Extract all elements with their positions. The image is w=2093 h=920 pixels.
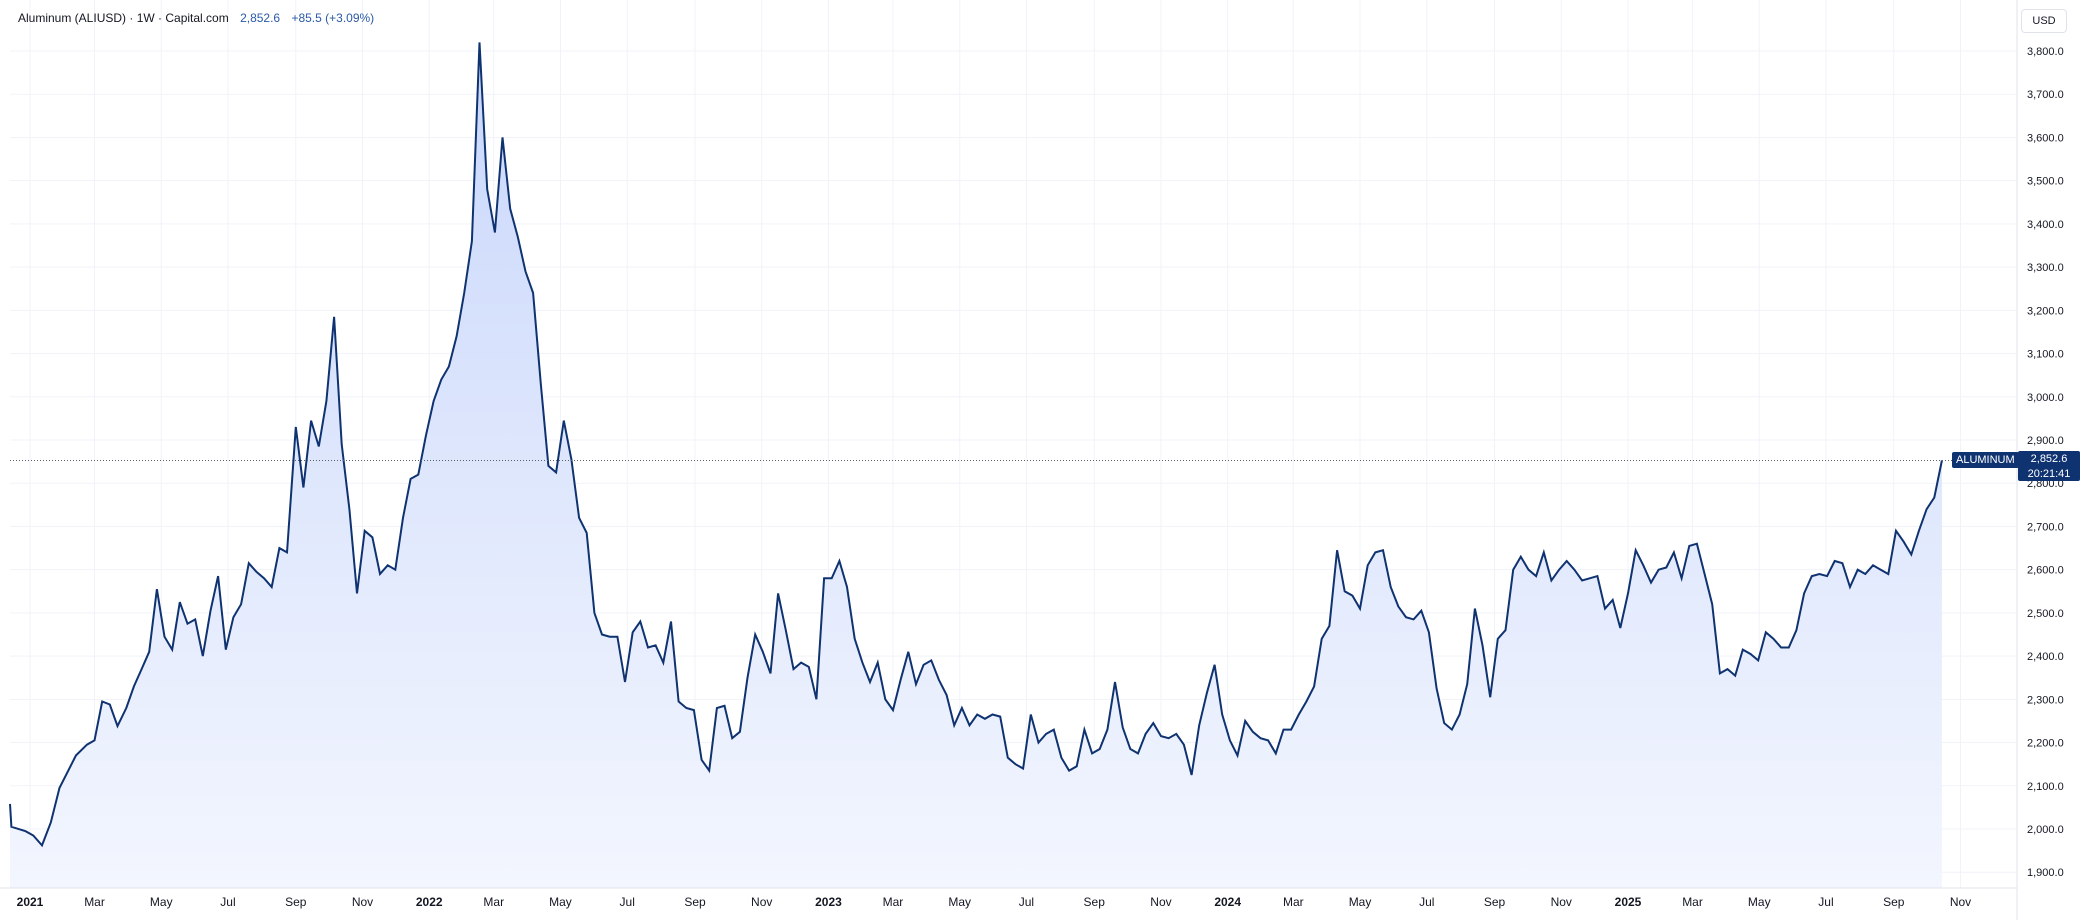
price-tick-label: 3,800.0 <box>2027 46 2064 58</box>
time-tick-month: Mar <box>1682 895 1703 909</box>
price-tick-label: 2,300.0 <box>2027 694 2064 706</box>
price-tick-label: 2,600.0 <box>2027 565 2064 577</box>
time-tick-month: Sep <box>1084 895 1106 909</box>
time-tick-month: May <box>1349 895 1372 909</box>
time-tick-month: Jul <box>1419 895 1434 909</box>
price-tick-label: 3,100.0 <box>2027 349 2064 361</box>
symbol-tag: ALUMINUM <box>1952 452 2019 469</box>
last-price-label: 2,852.6 <box>2030 453 2068 466</box>
time-tick-month: Sep <box>285 895 307 909</box>
time-tick-month: Mar <box>1283 895 1304 909</box>
time-tick-month: Mar <box>883 895 904 909</box>
price-tick-label: 3,200.0 <box>2027 305 2064 317</box>
price-line <box>9 42 1943 848</box>
change-value: +85.5 (+3.09%) <box>291 11 375 25</box>
time-tick-year: 2025 <box>1615 895 1642 909</box>
price-tick-label: 2,800.0 <box>2027 478 2064 490</box>
time-tick-month: Sep <box>684 895 706 909</box>
time-tick-month: Mar <box>84 895 105 909</box>
time-tick-month: Nov <box>751 895 772 909</box>
time-tick-month: May <box>549 895 572 909</box>
price-tick-label: 1,900.0 <box>2027 867 2064 879</box>
time-tick-month: May <box>150 895 173 909</box>
time-tick-month: May <box>1748 895 1771 909</box>
time-tick-month: Jul <box>220 895 235 909</box>
time-tick-month: Jul <box>1019 895 1034 909</box>
price-tick-label: 3,500.0 <box>2027 176 2064 188</box>
price-tick-label: 2,400.0 <box>2027 651 2064 663</box>
price-tick-label: 3,000.0 <box>2027 392 2064 404</box>
time-tick-month: May <box>948 895 971 909</box>
time-tick-month: Nov <box>1950 895 1971 909</box>
price-tick-label: 2,900.0 <box>2027 435 2064 447</box>
bar-countdown: 20:21:41 <box>2027 468 2071 481</box>
price-axis[interactable]: 1,900.0 2,000.0 2,100.0 2,200.0 2,300.0 2,400… <box>2027 46 2064 879</box>
price-tick-label: 3,700.0 <box>2027 89 2064 101</box>
price-tick-label: 2,100.0 <box>2027 781 2064 793</box>
last-value: 2,852.6 <box>240 11 281 25</box>
price-tick-label: 3,400.0 <box>2027 219 2064 231</box>
time-tick-month: Sep <box>1883 895 1905 909</box>
price-tick-label: 2,500.0 <box>2027 608 2064 620</box>
price-tick-label: 2,000.0 <box>2027 824 2064 836</box>
time-tick-year: 2024 <box>1214 895 1241 909</box>
time-tick-month: Sep <box>1484 895 1506 909</box>
time-tick-month: Nov <box>1150 895 1171 909</box>
price-tick-label: 3,300.0 <box>2027 262 2064 274</box>
time-tick-year: 2021 <box>17 895 44 909</box>
time-tick-month: Nov <box>1551 895 1572 909</box>
time-tick-month: Mar <box>483 895 504 909</box>
currency-button[interactable]: USD <box>2021 9 2067 33</box>
last-price-tag: 2,852.6 20:21:41 <box>2018 451 2080 482</box>
time-axis[interactable]: 2021 Mar May Jul Sep Nov 2022 Mar May Jul Sep Nov 20… <box>17 895 1972 909</box>
price-tick-label: 2,700.0 <box>2027 521 2064 533</box>
time-tick-month: Jul <box>620 895 635 909</box>
time-tick-month: Jul <box>1818 895 1833 909</box>
price-area-fill <box>10 42 1942 888</box>
price-tick-label: 2,200.0 <box>2027 738 2064 750</box>
symbol-title[interactable]: Aluminum (ALIUSD) · 1W · Capital.com <box>18 11 229 25</box>
time-tick-year: 2023 <box>815 895 842 909</box>
time-tick-month: Nov <box>352 895 373 909</box>
chart-legend: Aluminum (ALIUSD) · 1W · Capital.com 2,8… <box>18 11 374 25</box>
time-tick-year: 2022 <box>416 895 443 909</box>
price-tick-label: 3,600.0 <box>2027 132 2064 144</box>
